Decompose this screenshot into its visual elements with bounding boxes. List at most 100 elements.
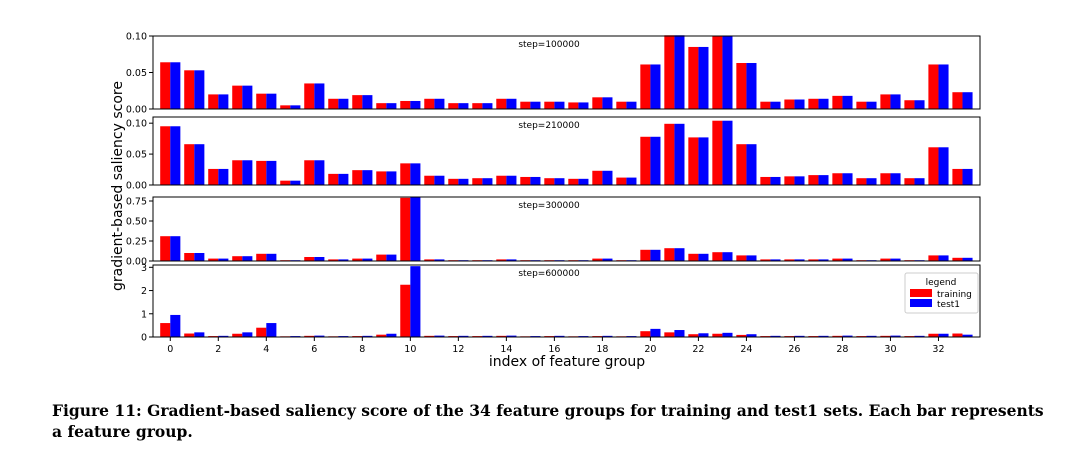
bar-test1-18 — [602, 335, 613, 337]
bar-test1-7 — [338, 173, 349, 185]
bar-training-25 — [760, 259, 771, 261]
bar-training-14 — [496, 98, 507, 109]
bar-test1-20 — [650, 249, 661, 261]
bar-training-24 — [736, 144, 747, 185]
bar-training-3 — [232, 333, 243, 337]
bar-test1-2 — [218, 335, 229, 337]
bar-training-7 — [328, 98, 339, 109]
bar-test1-23 — [722, 332, 733, 337]
bar-test1-7 — [338, 259, 349, 261]
bar-test1-25 — [770, 259, 781, 261]
bar-test1-2 — [218, 258, 229, 261]
x-tick-label: 26 — [788, 344, 800, 355]
bar-test1-7 — [338, 98, 349, 109]
bar-training-9 — [376, 334, 387, 337]
bar-test1-8 — [362, 335, 373, 337]
bar-training-10 — [400, 100, 411, 109]
bar-test1-29 — [866, 178, 877, 185]
bar-training-2 — [208, 168, 219, 185]
panel-0: 0.00 0.05 0.10 step=100000 — [126, 32, 981, 116]
bar-training-20 — [640, 136, 651, 185]
y-tick-label: 0.75 — [126, 197, 147, 208]
bar-test1-13 — [482, 335, 493, 337]
bar-training-10 — [400, 197, 411, 261]
bar-test1-11 — [434, 175, 445, 185]
bar-test1-3 — [242, 85, 253, 109]
bar-test1-21 — [674, 248, 685, 261]
x-tick-label: 2 — [215, 344, 221, 355]
bar-test1-22 — [698, 333, 709, 337]
bar-training-31 — [904, 100, 915, 109]
bar-test1-22 — [698, 46, 709, 109]
x-tick-label: 20 — [644, 344, 656, 355]
bar-test1-10 — [410, 197, 421, 261]
bar-test1-18 — [602, 170, 613, 185]
bar-test1-16 — [554, 178, 565, 185]
y-tick-label: 0.05 — [126, 150, 147, 161]
x-tick-label: 4 — [263, 344, 269, 355]
bar-test1-28 — [842, 335, 853, 337]
bar-training-5 — [280, 105, 291, 109]
bar-training-4 — [256, 327, 267, 337]
bar-training-33 — [952, 333, 963, 337]
bar-training-30 — [880, 173, 891, 185]
panel-frame — [152, 196, 981, 262]
bar-training-20 — [640, 249, 651, 261]
bar-test1-18 — [602, 97, 613, 109]
bar-training-18 — [592, 170, 603, 185]
bar-test1-9 — [386, 333, 397, 337]
bar-training-1 — [184, 253, 195, 261]
bar-training-2 — [208, 258, 219, 261]
bar-training-1 — [184, 144, 195, 185]
bar-training-1 — [184, 70, 195, 109]
bar-training-11 — [424, 335, 435, 337]
bar-test1-2 — [218, 168, 229, 185]
bar-test1-13 — [482, 103, 493, 109]
bar-training-33 — [952, 257, 963, 261]
legend-swatch-training — [910, 289, 932, 297]
x-tick-label: 6 — [311, 344, 317, 355]
y-tick-label: 0.05 — [126, 68, 147, 79]
bar-training-0 — [160, 126, 171, 185]
bar-test1-0 — [170, 236, 181, 261]
legend-label-training: training — [937, 290, 972, 300]
bar-test1-27 — [818, 98, 829, 109]
panel-frame — [152, 116, 981, 186]
bar-test1-22 — [698, 137, 709, 185]
panel-label: step=210000 — [518, 121, 580, 131]
bar-training-18 — [592, 97, 603, 109]
bar-training-15 — [520, 101, 531, 109]
bar-test1-24 — [746, 63, 757, 109]
bar-test1-16 — [554, 101, 565, 109]
bar-training-23 — [712, 333, 723, 337]
bar-test1-27 — [818, 335, 829, 337]
bar-training-30 — [880, 258, 891, 261]
bar-test1-23 — [722, 36, 733, 109]
bar-test1-8 — [362, 95, 373, 109]
bar-test1-1 — [194, 332, 205, 337]
bar-test1-0 — [170, 314, 181, 337]
bar-test1-4 — [266, 323, 277, 337]
bar-test1-30 — [890, 335, 901, 337]
bar-training-17 — [568, 178, 579, 185]
bar-test1-5 — [290, 105, 301, 109]
x-tick-label: 10 — [404, 344, 416, 355]
bar-test1-19 — [626, 101, 637, 109]
x-tick-label: 32 — [932, 344, 944, 355]
bar-training-23 — [712, 252, 723, 261]
bar-training-6 — [304, 83, 315, 109]
bar-training-19 — [616, 177, 627, 185]
bar-test1-33 — [962, 168, 973, 185]
bar-test1-4 — [266, 160, 277, 185]
x-tick-label: 14 — [500, 344, 512, 355]
bar-training-28 — [832, 95, 843, 109]
x-tick-label: 18 — [596, 344, 608, 355]
bar-test1-17 — [578, 102, 589, 109]
bar-test1-30 — [890, 173, 901, 185]
bar-test1-1 — [194, 70, 205, 109]
bar-training-21 — [664, 248, 675, 261]
panel-frame — [152, 264, 981, 338]
y-tick-label: 0.10 — [126, 32, 147, 43]
bar-training-20 — [640, 331, 651, 337]
bar-training-19 — [616, 101, 627, 109]
